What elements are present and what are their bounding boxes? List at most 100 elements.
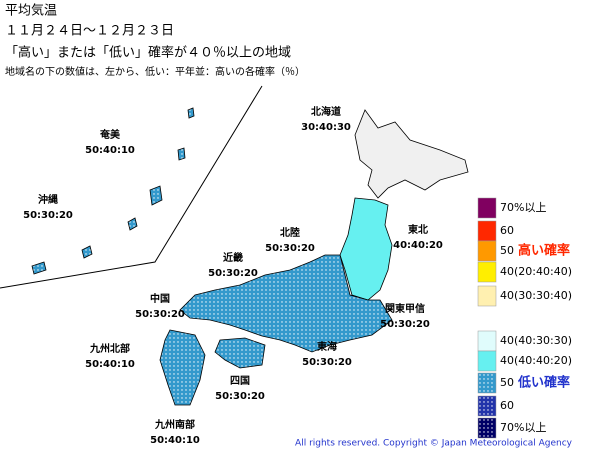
- legend-dot: [479, 397, 481, 399]
- legend-dot: [487, 386, 489, 388]
- region-probability: 50:30:20: [265, 243, 315, 254]
- legend-dot: [483, 374, 485, 376]
- legend-label: 50: [500, 244, 514, 257]
- land: [31, 107, 469, 406]
- region-probability: 50:30:20: [23, 210, 73, 221]
- kyushu: [159, 329, 206, 406]
- legend-swatch: [477, 395, 497, 417]
- region-probability: 50:30:20: [208, 268, 258, 279]
- legend-dot: [491, 409, 493, 411]
- region-probability: 50:40:10: [85, 145, 135, 156]
- region-probability: 50:40:10: [85, 359, 135, 370]
- legend-dot: [483, 397, 485, 399]
- legend-dot: [487, 405, 489, 407]
- legend-dot: [487, 397, 489, 399]
- legend-dot: [479, 405, 481, 407]
- legend-label: 40(20:40:40): [500, 265, 572, 278]
- legend-swatch: [477, 285, 497, 307]
- legend-dot: [483, 423, 485, 425]
- island: [31, 261, 47, 275]
- legend-swatch: [477, 372, 497, 394]
- legend-dot: [491, 401, 493, 403]
- region-probability: 30:40:30: [301, 122, 351, 133]
- region-name: 関東甲信: [385, 302, 425, 315]
- legend-dot: [487, 419, 489, 421]
- legend-dot: [491, 382, 493, 384]
- legend-dot: [483, 419, 485, 421]
- legend-dot: [479, 419, 481, 421]
- region-name: 中国: [150, 292, 170, 305]
- legend-dot: [491, 397, 493, 399]
- region-probability: 50:40:10: [150, 435, 200, 446]
- legend-note: 高い確率: [518, 243, 570, 259]
- copyright: All rights reserved. Copyright © Japan M…: [295, 439, 573, 449]
- region-name: 北陸: [280, 226, 300, 239]
- legend-dot: [479, 390, 481, 392]
- tohoku: [339, 197, 393, 301]
- hokkaido: [354, 109, 469, 199]
- legend-dot: [483, 435, 485, 437]
- legend-dot: [483, 390, 485, 392]
- legend-dot: [487, 413, 489, 415]
- region-name: 近畿: [223, 251, 243, 264]
- legend-dot: [491, 386, 493, 388]
- legend-label: 70%以上: [500, 201, 546, 214]
- region-probability: 50:30:20: [380, 319, 430, 330]
- legend-dot: [487, 382, 489, 384]
- legend-dot: [491, 374, 493, 376]
- region-probability: 50:30:20: [302, 357, 352, 368]
- okinawa-island: [127, 217, 138, 231]
- legend-note: 低い確率: [517, 375, 570, 391]
- legend-dot: [487, 435, 489, 437]
- legend-dot: [487, 374, 489, 376]
- legend-dot: [479, 401, 481, 403]
- legend-dot: [487, 409, 489, 411]
- region-name: 四国: [230, 375, 250, 387]
- legend-dot: [479, 378, 481, 380]
- legend-dot: [479, 413, 481, 415]
- legend-dot: [479, 386, 481, 388]
- legend-label: 60: [500, 399, 514, 412]
- legend-dot: [479, 427, 481, 429]
- island: [187, 107, 195, 119]
- title: 平均気温: [5, 3, 57, 19]
- legend-dot: [483, 431, 485, 433]
- legend-dot: [491, 413, 493, 415]
- period: １１月２４日～１２月２３日: [5, 24, 174, 39]
- subtitle: 「高い」または「低い」確率が４０％以上の地域: [5, 45, 291, 61]
- legend-label: 40(30:30:40): [500, 289, 572, 302]
- legend-dot: [479, 409, 481, 411]
- region-name: 東北: [408, 223, 428, 236]
- region-probability: 50:30:20: [215, 391, 265, 402]
- inset-divider: [0, 85, 263, 289]
- legend-dot: [483, 401, 485, 403]
- legend-dot: [479, 423, 481, 425]
- legend-dot: [491, 419, 493, 421]
- region-name: 奄美: [99, 128, 121, 141]
- legend-dot: [491, 431, 493, 433]
- legend-dot: [487, 390, 489, 392]
- legend-dot: [487, 431, 489, 433]
- region-probability: 40:40:20: [393, 240, 443, 251]
- region-probability: 50:30:20: [135, 309, 185, 320]
- legend-label: 50: [500, 376, 514, 389]
- legend-dot: [491, 435, 493, 437]
- shikoku: [214, 337, 266, 369]
- legend-dot: [479, 435, 481, 437]
- legend-swatch: [477, 240, 497, 262]
- legend-swatch: [477, 261, 497, 283]
- legend-dot: [487, 401, 489, 403]
- region-name: 東海: [317, 340, 337, 353]
- legend-swatch: [477, 350, 497, 372]
- note: 地域名の下の数値は、左から、低い：平年並：高いの各確率（％）: [5, 65, 305, 78]
- legend-dot: [479, 374, 481, 376]
- amami-island: [149, 185, 163, 206]
- legend-dot: [487, 427, 489, 429]
- legend-dot: [487, 423, 489, 425]
- legend-swatch: [477, 330, 497, 352]
- legend-dot: [479, 382, 481, 384]
- legend-dot: [483, 405, 485, 407]
- island: [177, 147, 186, 161]
- legend-dot: [491, 390, 493, 392]
